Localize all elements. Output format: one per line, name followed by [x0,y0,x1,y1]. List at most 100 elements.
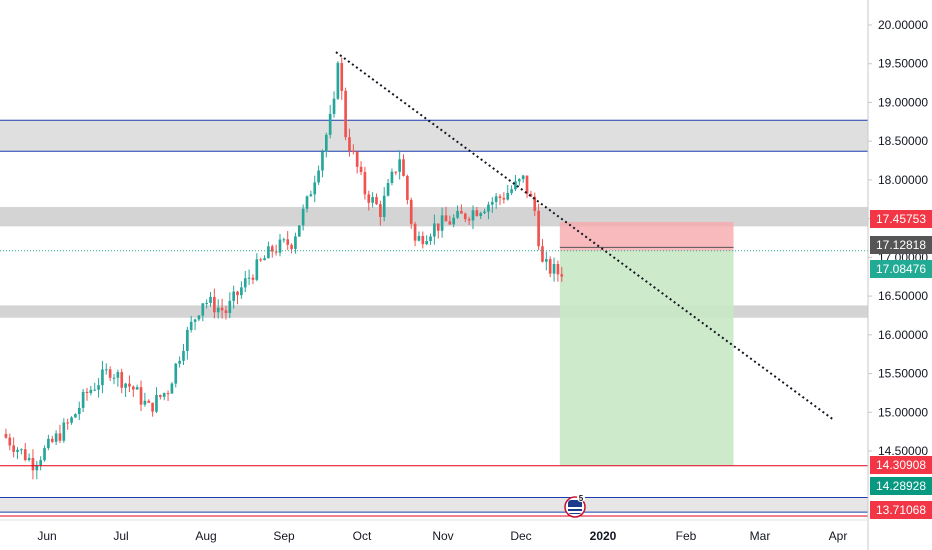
candle-body [23,449,27,460]
x-tick-label: Oct [353,529,372,543]
y-tick-label: 14.50000 [878,444,928,458]
candle-body [517,179,521,182]
price-tag-label: 14.28928 [876,479,926,493]
candle-body [77,407,81,415]
y-tick-label: 15.50000 [878,367,928,381]
price-axis[interactable]: 14.50000 15.00000 15.50000 16.00000 16.50000… [867,0,928,550]
candle-body [120,372,124,388]
candle-body [166,393,170,395]
candle-body [220,307,224,311]
candle-body [216,307,220,313]
candle-body [313,182,317,195]
candle-body [324,134,328,152]
candle-body [556,264,560,275]
time-axis[interactable]: Jun Jul Aug Sep Oct Nov Dec 2020 Feb Mar Apr [0,519,868,543]
x-tick-label: Feb [676,529,697,543]
candle-body [58,433,62,441]
y-tick-label: 16.00000 [878,328,928,342]
candle-body [174,363,178,384]
candle-body [552,264,556,274]
candle-body [363,172,367,195]
y-tick-label: 20.00000 [878,18,928,32]
y-tick-label: 16.50000 [878,289,928,303]
candle-body [47,438,50,449]
candle-body [533,196,537,211]
trendline[interactable] [335,51,835,421]
candle-body [487,204,490,212]
candle-body [506,192,510,200]
candle-body [386,183,390,196]
candle-body [436,223,440,231]
candle-body [514,181,517,190]
candle-body [213,296,216,313]
candle-body [116,372,120,378]
candle-body [35,465,39,471]
candle-body [85,391,89,393]
candle-body [189,321,193,330]
candle-body [309,194,313,197]
price-tags: 17.45753 17.12818 17.08476 14.30908 14.28928… [870,210,932,519]
candle-body [224,310,228,314]
candle-body [159,395,162,397]
candle-body [54,433,58,442]
candle-body [147,400,151,403]
candle-body [317,170,320,183]
zone-0[interactable] [0,120,868,152]
descending-trendline[interactable] [335,51,835,421]
candle-body [305,196,309,209]
candle-body [440,215,444,231]
candle-body [151,402,154,412]
candle-body [27,458,31,460]
candle-body [209,296,212,303]
candle-body [382,195,386,217]
economic-event-flag-icon[interactable]: 5 [564,494,586,518]
candle-body [108,369,112,378]
price-tag [870,260,932,278]
candle-body [182,350,185,361]
price-tag [870,210,932,228]
event-markers: 5 [564,494,586,518]
candle-body [50,438,54,442]
candle-body [375,197,378,205]
candle-body [197,315,201,320]
candle-body [270,246,274,252]
candle-body [379,204,382,217]
price-tag [870,456,932,474]
candle-body [301,208,305,226]
candle-body [232,291,235,301]
candle-body [456,210,459,218]
candle-body [101,369,104,386]
candle-body [89,389,93,393]
zone-bottom[interactable] [0,497,868,513]
candle-body [104,369,108,371]
candle-body [359,166,363,173]
svg-text:5: 5 [579,494,584,503]
candle-body [348,137,351,151]
candle-body [394,171,398,173]
candle-body [97,385,100,390]
candle-body [170,383,174,394]
short-position-tool[interactable] [559,221,734,466]
candle-body [20,449,23,451]
candle-body [321,151,324,171]
candle-body [186,329,189,351]
candle-body [66,422,70,424]
candle-body [421,236,425,245]
candle-body [413,223,417,241]
candle-body [93,389,97,391]
candle-body [124,383,127,388]
candle-body [444,215,448,222]
stop-loss-area[interactable] [559,221,734,251]
candle-body [475,210,479,216]
take-profit-area[interactable] [559,250,734,466]
x-tick-label: Jun [37,529,56,543]
candle-body [255,259,259,280]
y-tick-label: 18.50000 [878,134,928,148]
zone-2[interactable] [0,305,868,318]
candle-body [336,63,340,99]
candle-body [494,196,498,202]
candle-body [143,400,147,405]
candle-body [406,176,409,200]
